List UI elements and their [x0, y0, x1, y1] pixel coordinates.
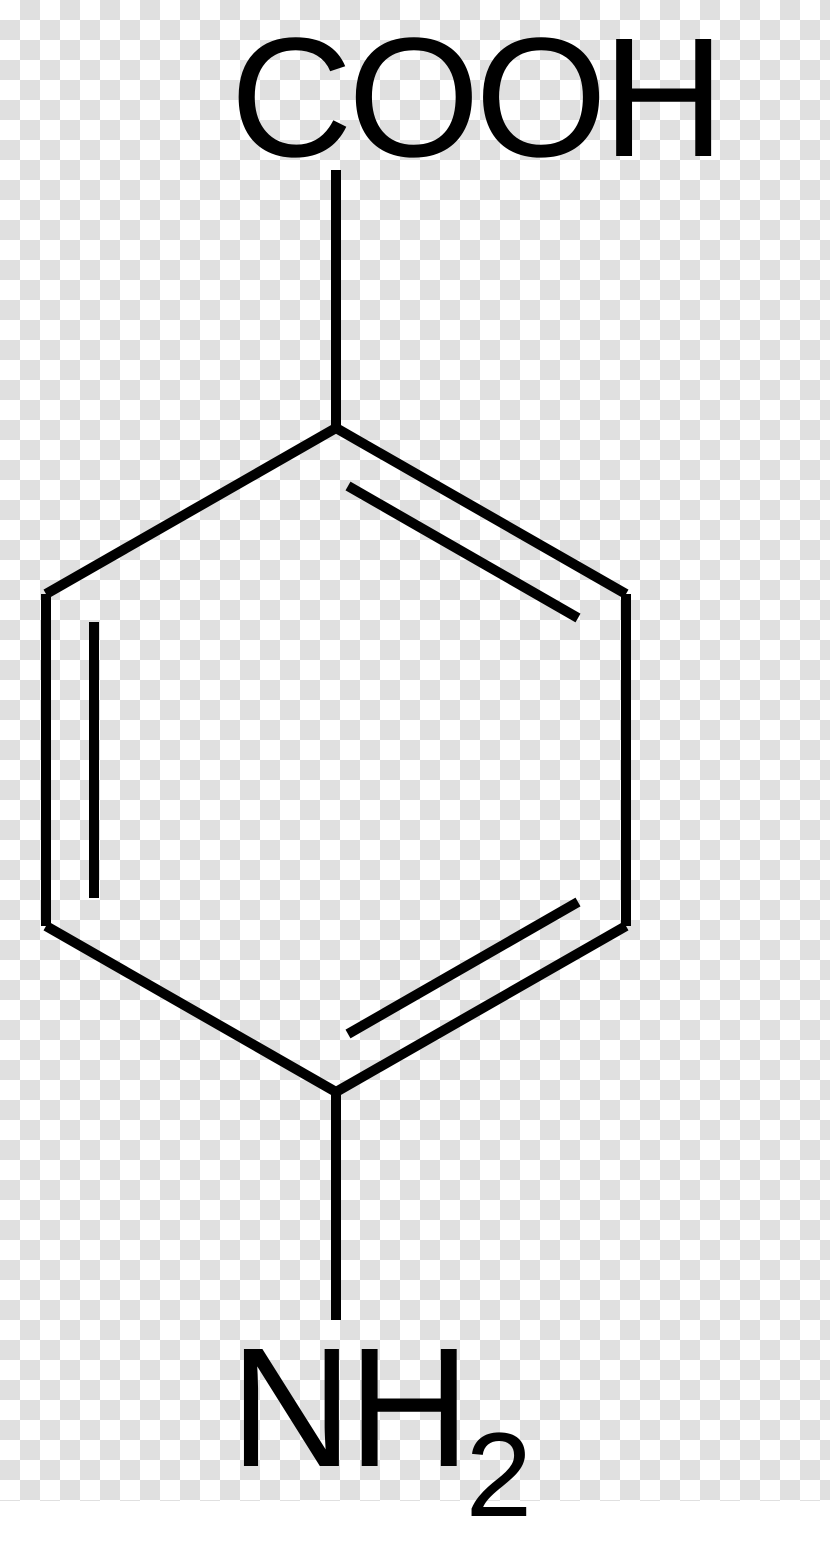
- hex-edge-top-right: [336, 428, 626, 594]
- hex-edge-bottom-right: [336, 926, 626, 1092]
- amino-group-label: NH2: [230, 1310, 527, 1529]
- benzene-ring-svg: [0, 0, 830, 1501]
- amino-group-main: NH: [230, 1313, 466, 1503]
- hex-edge-bottom-left: [46, 926, 336, 1092]
- chemical-structure-diagram: COOH NH2: [0, 0, 830, 1501]
- amino-group-subscript: 2: [466, 1408, 528, 1542]
- carboxyl-group-label: COOH: [230, 0, 720, 196]
- hex-edge-top-left: [46, 428, 336, 594]
